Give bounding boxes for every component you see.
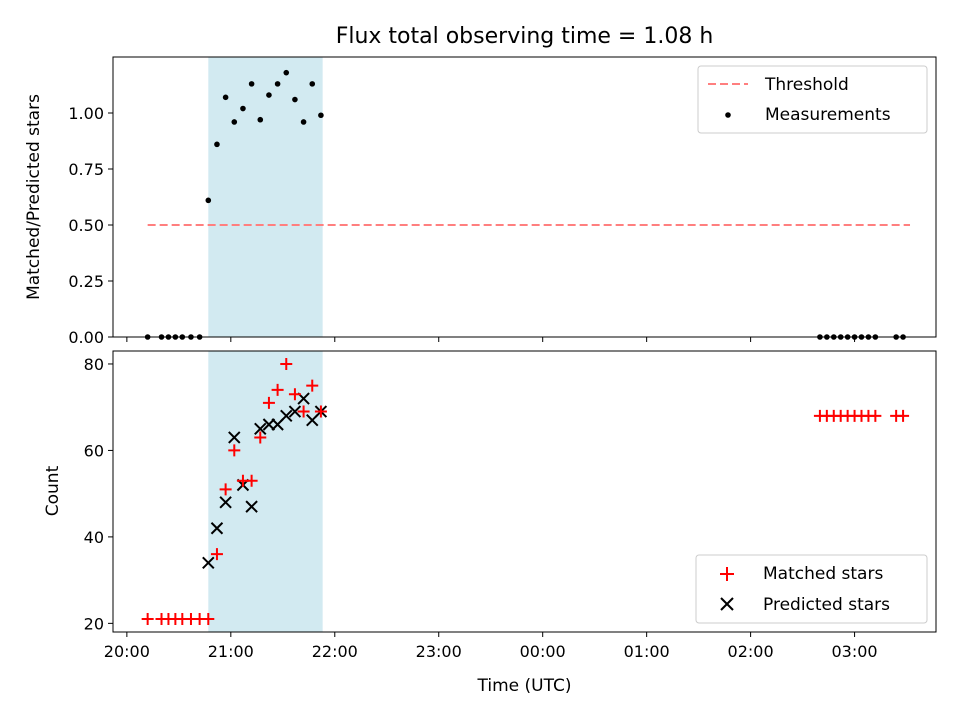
matched-star-point (288, 388, 301, 401)
ratio-y-tick-label: 0.00 (68, 328, 104, 347)
matched-star-point (280, 357, 293, 370)
x-tick-label: 00:00 (520, 642, 566, 661)
legend-matched-label: Matched stars (763, 564, 883, 584)
x-axis-label: Time (UTC) (477, 676, 572, 696)
legend-predicted-swatch (720, 597, 734, 611)
legend-measurements-label: Measurements (765, 105, 891, 125)
ratio-y-tick-label: 1.00 (68, 104, 104, 123)
x-tick-label: 22:00 (312, 642, 358, 661)
predicted-star-point (245, 500, 258, 513)
x-tick-label: 02:00 (728, 642, 774, 661)
predicted-star-point (288, 405, 302, 418)
ratio-y-tick-label: 0.75 (68, 160, 104, 179)
ratio-panel-frame (112, 56, 937, 338)
matched-star-point (897, 409, 910, 422)
legend-matched-swatch (720, 567, 734, 581)
predicted-star-point (228, 431, 241, 444)
predicted-star-point (254, 422, 267, 436)
ratio-y-tick-label: 0.25 (68, 272, 104, 291)
matched-star-point (306, 379, 319, 392)
predicted-star-point (219, 496, 232, 509)
ratio-y-tick-label: 0.50 (68, 216, 104, 235)
matched-star-point (314, 405, 327, 418)
matched-star-point (262, 396, 275, 409)
ratio-shaded-span (208, 57, 323, 337)
matched-star-point (254, 431, 267, 444)
ratio-legend: Threshold Measurements (697, 65, 928, 134)
measurement-point (248, 81, 255, 87)
x-tick-label: 20:00 (104, 642, 150, 661)
matched-star-point (245, 474, 258, 487)
measurement-point (283, 69, 290, 76)
count-y-tick-label: 20 (84, 614, 104, 633)
x-tick-label: 21:00 (208, 642, 254, 661)
x-tick-label: 01:00 (624, 642, 670, 661)
measurement-point (266, 92, 272, 98)
legend-measurements-swatch (725, 112, 731, 118)
count-panel-frame (112, 350, 937, 633)
ratio-panel: 0.00 0.25 0.50 0.75 1.00 Matched/Predicted s… (24, 56, 937, 347)
measurement-point (240, 105, 246, 112)
count-legend: Matched stars Predicted stars (695, 554, 928, 624)
count-y-tick-label: 60 (84, 441, 104, 460)
count-legend-box (695, 554, 928, 624)
measurement-point (292, 96, 298, 103)
measurement-point (318, 112, 324, 119)
x-tick-label: 03:00 (832, 642, 878, 661)
matched-star-point (271, 383, 284, 396)
measurement-point (205, 197, 212, 204)
measurement-point (300, 119, 307, 125)
measurement-point (257, 116, 264, 123)
legend-predicted-label: Predicted stars (763, 595, 890, 615)
measurement-point (222, 94, 229, 101)
matched-star-point (141, 613, 154, 626)
matched-star-point (297, 405, 310, 418)
matched-star-point (219, 483, 232, 496)
matched-star-point (210, 548, 223, 561)
count-y-tick-label: 40 (84, 528, 104, 547)
count-y-axis-label: Count (43, 465, 63, 516)
ratio-y-axis-label: Matched/Predicted stars (24, 94, 44, 300)
measurement-point (274, 81, 281, 87)
matched-star-point (202, 613, 215, 626)
predicted-star-point (280, 409, 293, 423)
chart-title: Flux total observing time = 1.08 h (336, 24, 714, 49)
predicted-star-point (202, 556, 215, 570)
predicted-star-point (210, 522, 224, 535)
measurement-point (214, 141, 220, 148)
matched-star-point (228, 444, 241, 457)
legend-threshold-label: Threshold (764, 75, 849, 95)
measurement-point (231, 119, 238, 125)
ratio-legend-box (697, 65, 928, 134)
count-panel: 20:00 21:00 22:00 23:00 00:00 01:00 02:00 03:00… (43, 350, 937, 696)
x-tick-label: 23:00 (416, 642, 462, 661)
measurement-point (309, 81, 316, 87)
matched-star-point (869, 409, 882, 422)
count-y-tick-label: 80 (84, 355, 104, 374)
